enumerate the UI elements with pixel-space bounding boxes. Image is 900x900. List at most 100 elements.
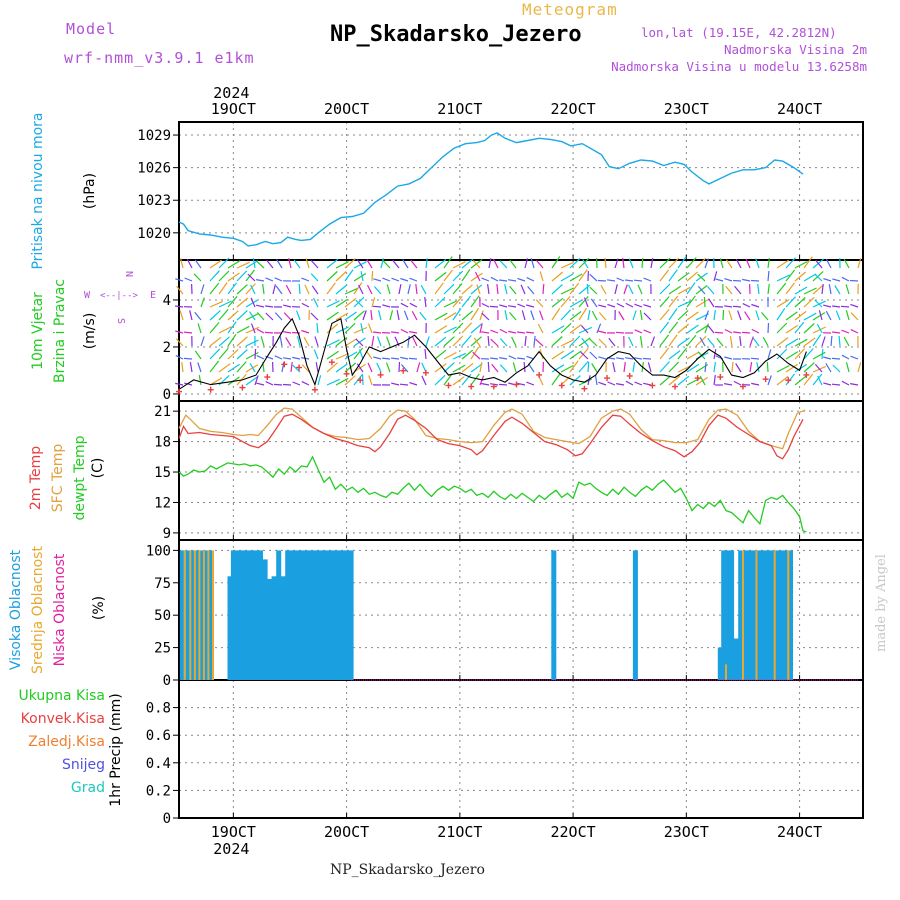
wind-barb <box>785 351 799 360</box>
cloud-high-bar <box>551 550 557 680</box>
cloud-mid-label: Srednja Oblacnost <box>30 546 46 674</box>
wind-barb <box>527 363 535 373</box>
wind-barb <box>735 363 742 373</box>
precip-legend-2: Zaledj.Kisa <box>28 734 105 750</box>
wind-barb <box>227 321 237 334</box>
wind-barb <box>724 305 733 308</box>
wind-barb <box>499 364 508 373</box>
wind-barb <box>530 258 535 269</box>
wind-barb <box>832 364 841 373</box>
compass-w: W <box>84 290 91 301</box>
wind-barb <box>373 278 382 282</box>
wind-barb <box>193 273 202 282</box>
wind-barb <box>587 361 590 373</box>
wind-barb <box>434 363 447 373</box>
wind-barb <box>236 336 248 347</box>
wind-barb <box>181 362 184 373</box>
pressure-unit: (hPa) <box>82 173 98 209</box>
wind-barb <box>598 330 607 334</box>
wind-barb <box>686 351 700 360</box>
wind-barb <box>479 310 484 321</box>
wind-barb <box>335 261 349 269</box>
wind-barb <box>266 259 274 269</box>
wind-barb <box>659 309 670 321</box>
wind-barb <box>817 375 823 386</box>
wind-barb <box>227 282 237 295</box>
precip-legend-0: Ukupna Kisa <box>18 688 105 704</box>
wind-barb <box>677 300 691 308</box>
cloud-high-bar <box>339 550 345 680</box>
wind-barb <box>686 311 699 321</box>
wind-barb <box>366 284 373 295</box>
y-tick-label: 1023 <box>137 193 171 209</box>
wind-barb <box>668 308 678 321</box>
wind-barb <box>434 336 447 347</box>
wind-barb <box>175 330 184 334</box>
wind-barb <box>785 269 796 282</box>
wind-barb <box>296 310 301 321</box>
wind-barb <box>578 296 589 308</box>
wind-barb <box>623 284 628 295</box>
cloud-high-bar <box>760 550 766 680</box>
wind-barb <box>282 383 292 386</box>
wind-barb <box>409 277 418 282</box>
wind-barb <box>245 326 260 334</box>
x-tick-label-top: 21OCT <box>437 100 482 118</box>
wind-barb <box>659 283 671 295</box>
wind-barb <box>481 277 490 282</box>
wind-barb <box>728 310 733 321</box>
cloud-high-bar <box>208 550 214 680</box>
wind-barb <box>420 284 427 295</box>
wind-barb <box>184 277 193 282</box>
wind-barb <box>415 284 418 295</box>
wind-barb <box>767 322 770 334</box>
wind-barb <box>344 375 356 386</box>
model-name: wrf-nmm_v3.9.1 e1km <box>64 49 255 67</box>
meteogram-label: Meteogram <box>522 0 618 19</box>
wind-barb <box>434 312 448 321</box>
wind-barb <box>704 362 707 373</box>
wind-barb <box>803 373 814 386</box>
wind-barb <box>536 260 544 269</box>
wind-barb <box>194 259 202 269</box>
wind-barb <box>757 284 760 295</box>
wind-barb <box>643 304 652 308</box>
wind-barb <box>750 279 760 282</box>
temp2m-label: 2m Temp <box>28 446 44 510</box>
wind-barb <box>358 349 364 360</box>
wind-barb <box>470 323 482 334</box>
wind-barb <box>392 259 400 269</box>
wind-barb <box>391 331 400 334</box>
wind-barb <box>794 338 808 347</box>
wind-barb <box>639 310 643 321</box>
y-tick-label: 0 <box>163 387 171 403</box>
wind-barb <box>344 269 354 282</box>
wind-barb <box>479 362 483 373</box>
wind-barb <box>668 361 680 373</box>
cloud-mid-bar <box>207 550 210 680</box>
wind-barb <box>794 321 805 334</box>
wind-barb <box>526 381 535 386</box>
wind-barb <box>461 269 471 282</box>
wind-barb <box>176 285 184 295</box>
precip-legend-4: Grad <box>71 780 105 796</box>
wind-barb <box>526 355 535 360</box>
wind-barb <box>227 260 241 269</box>
wind-barb <box>713 362 716 373</box>
wind-barb <box>452 283 463 295</box>
station-title: NP_Skadarsko_Jezero <box>330 22 582 47</box>
cloud-high-bar <box>298 550 304 680</box>
wind-barb <box>371 270 374 282</box>
wind-barb <box>398 284 402 295</box>
wind-barbs <box>175 256 862 386</box>
wind-barb <box>385 362 391 373</box>
wind-barb <box>737 310 742 321</box>
wind-barb <box>695 299 709 308</box>
wind-barb <box>218 257 230 269</box>
footer-station: NP_Skadarsko_Jezero <box>330 862 485 878</box>
wind-barb <box>434 271 447 282</box>
wind-barb <box>481 312 490 321</box>
wind-barb <box>659 296 670 308</box>
wind-barb <box>569 335 581 347</box>
y-tick-label: 75 <box>154 576 171 592</box>
